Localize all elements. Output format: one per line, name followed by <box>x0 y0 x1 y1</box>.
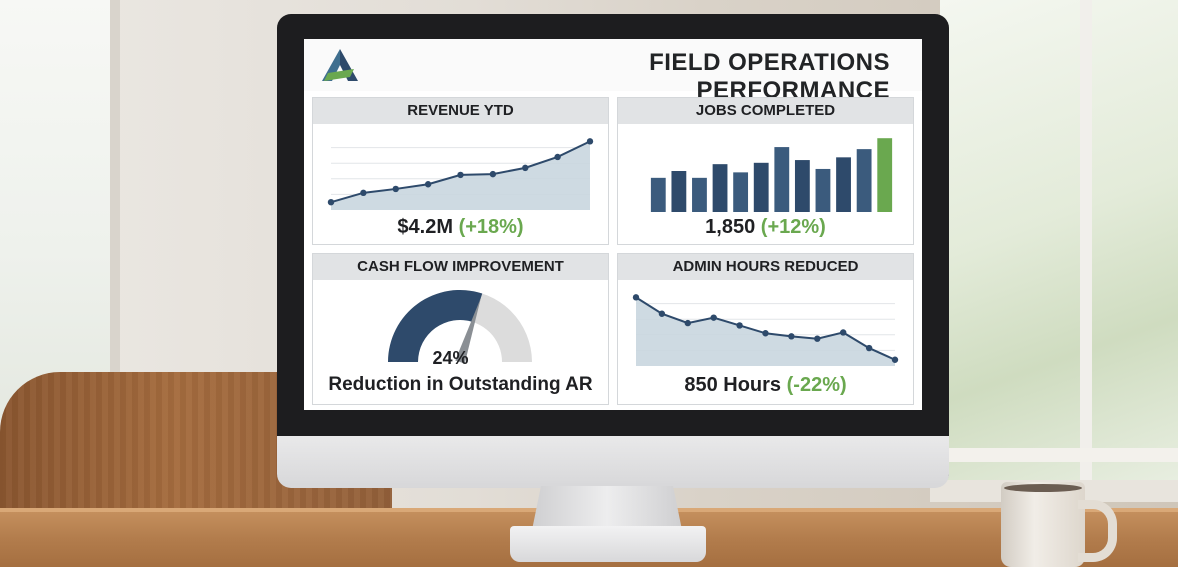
revenue-value: $4.2M <box>397 216 453 238</box>
revenue-line-chart <box>327 138 594 210</box>
jobs-bar <box>733 172 749 212</box>
admin-hours-panel[interactable]: ADMIN HOURS REDUCED 850 Hours (-22%) <box>617 253 914 405</box>
jobs-bar <box>753 162 769 212</box>
admin-hours-line-chart <box>632 294 899 366</box>
jobs-bar <box>815 168 831 212</box>
jobs-bar <box>712 164 728 212</box>
jobs-value: 1,850 <box>705 216 756 238</box>
admin-hours-value: 850 Hours <box>684 374 782 396</box>
monitor-stand-base <box>510 526 706 562</box>
revenue-point <box>586 138 594 145</box>
dashboard-screen: FIELD OPERATIONS PERFORMANCE REVENUE YTD… <box>304 39 922 410</box>
admin-hours-kpi: 850 Hours (-22%) <box>618 374 913 397</box>
revenue-delta: (+18%) <box>458 216 524 238</box>
window-frame-rail <box>940 448 1178 462</box>
jobs-delta: (+12%) <box>760 216 826 238</box>
jobs-bar <box>650 177 666 212</box>
revenue-point <box>457 171 464 179</box>
cash-flow-panel[interactable]: CASH FLOW IMPROVEMENT 24% Reduction in O… <box>312 253 609 405</box>
revenue-point <box>522 164 529 172</box>
window-frame <box>1080 0 1092 490</box>
admin-hours-point <box>684 319 691 327</box>
jobs-bar <box>794 160 810 212</box>
stylized-a-logo-icon[interactable] <box>320 47 360 83</box>
revenue-point <box>327 199 335 206</box>
admin-hours-point <box>891 356 899 363</box>
cash-flow-caption: Reduction in Outstanding AR <box>328 374 593 395</box>
revenue-point <box>489 170 497 178</box>
revenue-point <box>554 153 561 161</box>
coffee-mug-handle <box>1078 500 1117 562</box>
revenue-point <box>360 189 367 197</box>
right-window <box>940 0 1178 490</box>
admin-hours-point <box>710 314 717 321</box>
admin-hours-point <box>840 329 847 336</box>
admin-hours-point <box>865 344 873 352</box>
jobs-bar <box>836 157 851 212</box>
jobs-bar-chart <box>650 138 893 212</box>
admin-hours-delta: (-22%) <box>786 374 847 396</box>
cash-flow-gauge <box>388 290 532 364</box>
revenue-panel-title: REVENUE YTD <box>313 98 608 124</box>
admin-hours-point <box>788 333 795 340</box>
cash-flow-value: 24% <box>432 348 469 368</box>
coffee-mug <box>1001 482 1085 567</box>
jobs-panel[interactable]: JOBS COMPLETED 1,850 (+12%) <box>617 97 914 245</box>
jobs-panel-title: JOBS COMPLETED <box>618 98 913 124</box>
admin-hours-point <box>736 322 743 329</box>
jobs-kpi: 1,850 (+12%) <box>618 216 913 239</box>
jobs-bar <box>671 171 687 212</box>
admin-hours-panel-title: ADMIN HOURS REDUCED <box>618 254 913 280</box>
jobs-bar <box>877 138 893 212</box>
revenue-point <box>424 181 432 188</box>
jobs-bar <box>692 177 707 212</box>
admin-hours-area <box>636 297 895 366</box>
jobs-bar <box>774 147 790 212</box>
revenue-point <box>392 185 399 193</box>
admin-hours-point <box>814 335 821 342</box>
gauge-fill <box>388 290 483 362</box>
admin-hours-point <box>632 294 640 301</box>
revenue-panel[interactable]: REVENUE YTD $4.2M (+18%) <box>312 97 609 245</box>
gauge-needle <box>455 297 482 364</box>
admin-hours-point <box>658 310 666 317</box>
jobs-bar <box>856 149 872 212</box>
revenue-kpi: $4.2M (+18%) <box>313 216 608 239</box>
dashboard-header: FIELD OPERATIONS PERFORMANCE <box>304 39 922 104</box>
monitor-chin <box>277 436 949 488</box>
cash-flow-panel-title: CASH FLOW IMPROVEMENT <box>313 254 608 280</box>
left-window <box>0 0 120 420</box>
monitor-stand <box>532 486 682 530</box>
admin-hours-point <box>762 330 769 337</box>
